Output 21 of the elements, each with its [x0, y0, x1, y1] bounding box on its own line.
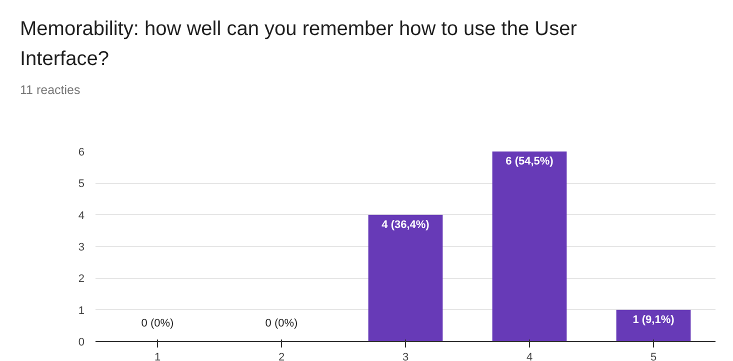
- data-label: 4 (36,4%): [382, 218, 430, 231]
- data-label: 6 (54,5%): [506, 156, 554, 168]
- x-tick-label: 4: [526, 352, 533, 361]
- x-tick-label: 5: [650, 352, 657, 361]
- y-tick-label: 6: [78, 146, 85, 158]
- data-label: 0 (0%): [141, 318, 174, 330]
- chart-title: Memorability: how well can you remember how to use the User Interface?: [20, 17, 578, 72]
- y-tick-label: 1: [78, 304, 85, 317]
- y-tick-label: 0: [78, 336, 85, 348]
- x-tick-label: 1: [154, 352, 161, 361]
- y-tick-label: 3: [78, 242, 85, 254]
- data-label: 1 (9,1%): [632, 314, 675, 326]
- chart-subtitle: 11 reacties: [20, 82, 82, 99]
- y-tick-label: 4: [78, 210, 85, 222]
- x-tick-label: 2: [278, 352, 285, 361]
- data-label: 0 (0%): [265, 318, 298, 330]
- y-tick-label: 2: [78, 273, 85, 286]
- bar: [492, 152, 567, 342]
- y-tick-label: 5: [78, 178, 85, 190]
- x-tick-label: 3: [402, 352, 409, 361]
- bar: [368, 214, 443, 342]
